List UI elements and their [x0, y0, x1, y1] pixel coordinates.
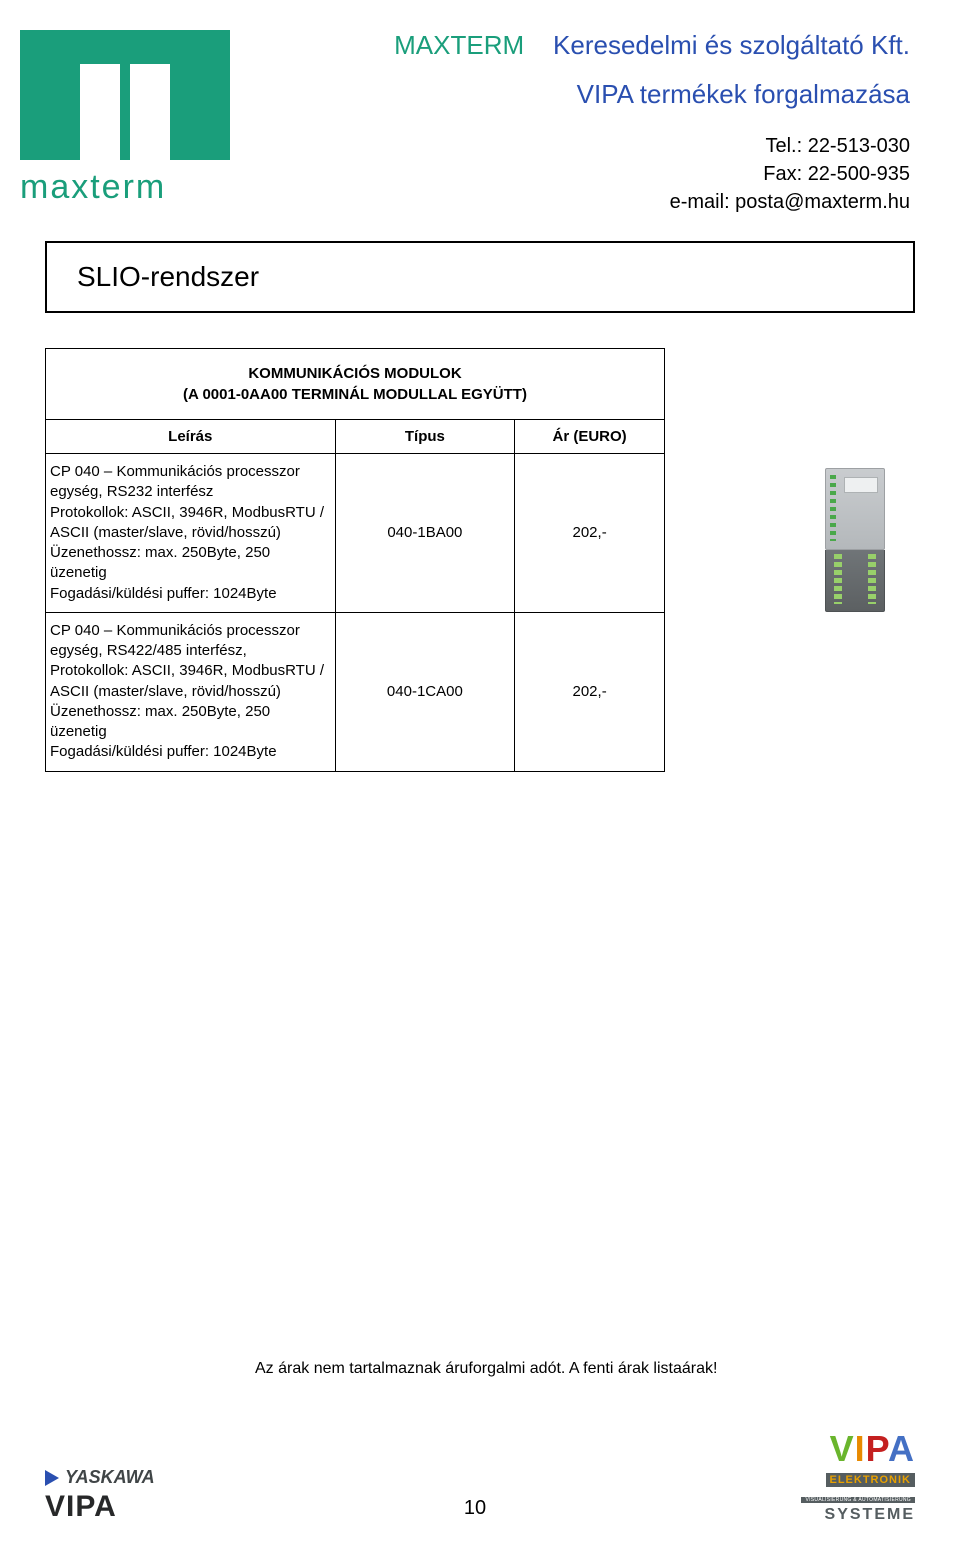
page-number: 10: [215, 1497, 735, 1524]
cell-desc: CP 040 – Kommunikációs processzor egység…: [46, 454, 336, 613]
contact-fax: Fax: 22-500-935: [300, 160, 910, 188]
maxterm-logo-icon: [20, 30, 230, 160]
table-area: KOMMUNIKÁCIÓS MODULOK (A 0001-0AA00 TERM…: [45, 348, 915, 772]
footer-row: YASKAWA VIPA 10 VIPA ELEKTRONIK VISUALIS…: [45, 1428, 915, 1524]
vipa-small-text: VIPA: [45, 1490, 215, 1524]
yaskawa-text: YASKAWA: [45, 1467, 215, 1488]
table-header-row: Leírás Típus Ár (EURO): [46, 420, 665, 454]
cell-desc: CP 040 – Kommunikációs processzor egység…: [46, 612, 336, 771]
contact-block: Tel.: 22-513-030 Fax: 22-500-935 e-mail:…: [300, 132, 910, 216]
col-price: Ár (EURO): [515, 420, 665, 454]
table-row: CP 040 – Kommunikációs processzor egység…: [46, 454, 665, 613]
contact-email: e-mail: posta@maxterm.hu: [300, 188, 910, 216]
vipa-colored-text: VIPA: [735, 1428, 915, 1470]
yaskawa-logo: YASKAWA VIPA: [45, 1467, 215, 1524]
company-name-blue: Keresedelmi és szolgáltató Kft.: [553, 30, 910, 60]
table-title-cell: KOMMUNIKÁCIÓS MODULOK (A 0001-0AA00 TERM…: [46, 349, 665, 420]
footer-note: Az árak nem tartalmaznak áruforgalmi adó…: [255, 1360, 915, 1378]
section-title: SLIO-rendszer: [77, 261, 259, 292]
header-subtitle: VIPA termékek forgalmazása: [300, 79, 910, 110]
section-title-box: SLIO-rendszer: [45, 241, 915, 313]
logo-text: maxterm: [20, 168, 300, 207]
product-module-icon: [825, 468, 885, 612]
cell-price: 202,-: [515, 454, 665, 613]
col-desc: Leírás: [46, 420, 336, 454]
table-title-line2: (A 0001-0AA00 TERMINÁL MODULLAL EGYÜTT): [54, 384, 656, 405]
contact-tel: Tel.: 22-513-030: [300, 132, 910, 160]
cell-type: 040-1BA00: [335, 454, 515, 613]
vipa-logo: VIPA ELEKTRONIK VISUALISIERUNG & AUTOMAT…: [735, 1428, 915, 1524]
company-line: MAXTERM Keresedelmi és szolgáltató Kft.: [300, 30, 910, 61]
page-footer: Az árak nem tartalmaznak áruforgalmi adó…: [0, 1360, 960, 1524]
logo-block: maxterm: [20, 20, 300, 216]
vipa-systeme: SYSTEME: [735, 1506, 915, 1524]
company-name-green: MAXTERM: [394, 30, 524, 60]
cell-price: 202,-: [515, 612, 665, 771]
vipa-elektronik: ELEKTRONIK: [826, 1473, 916, 1487]
cell-type: 040-1CA00: [335, 612, 515, 771]
table-title-line1: KOMMUNIKÁCIÓS MODULOK: [54, 363, 656, 384]
chevron-icon: [45, 1470, 59, 1486]
header-right: MAXTERM Keresedelmi és szolgáltató Kft. …: [300, 20, 910, 216]
vipa-tagline: VISUALISIERUNG & AUTOMATISIERUNG: [801, 1497, 915, 1503]
table-row: CP 040 – Kommunikációs processzor egység…: [46, 612, 665, 771]
page-header: maxterm MAXTERM Keresedelmi és szolgálta…: [0, 0, 960, 226]
product-table: KOMMUNIKÁCIÓS MODULOK (A 0001-0AA00 TERM…: [45, 348, 665, 772]
col-type: Típus: [335, 420, 515, 454]
